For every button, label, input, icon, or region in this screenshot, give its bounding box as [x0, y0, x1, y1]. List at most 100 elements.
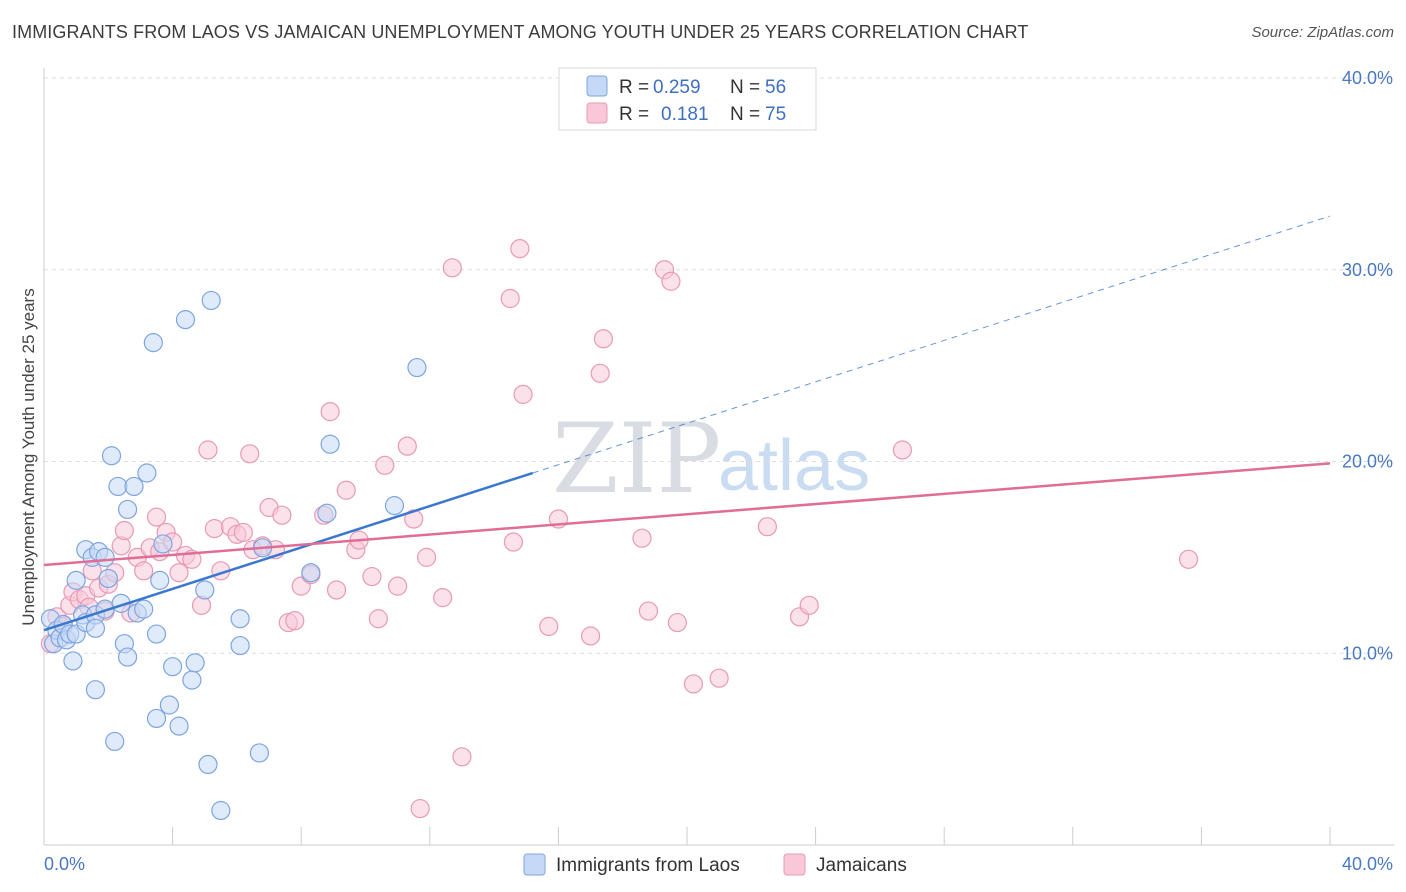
series-jamaicans	[40, 239, 1199, 819]
jamaicans-point-78	[799, 595, 819, 615]
jamaicans-point-44	[320, 402, 340, 422]
legend-n-value-2: 75	[765, 104, 786, 125]
jamaicans-point-46	[336, 480, 356, 500]
laos-point-27	[117, 647, 138, 667]
top-legend: R = 0.259 N = 56 R = 0.181 N = 75	[558, 67, 817, 131]
laos-point-55	[407, 357, 427, 378]
laos-point-30	[134, 599, 154, 619]
jamaicans-point-57	[433, 588, 453, 608]
legend-r-label-1: R =	[619, 77, 649, 98]
laos-point-33	[146, 708, 167, 729]
laos-trend-line	[43, 471, 534, 632]
laos-point-28	[124, 476, 144, 497]
y-axis-label: Unemployment Among Youth under 25 years	[19, 288, 38, 625]
laos-point-42	[185, 653, 205, 673]
laos-point-9	[66, 570, 86, 590]
y-tick-label-0: 10.0%	[1342, 643, 1393, 663]
laos-point-16	[85, 680, 106, 700]
axes	[43, 68, 1394, 846]
jamaicans-point-28	[204, 519, 224, 539]
laos-point-46	[211, 800, 231, 821]
bottom-legend: Immigrants from Laos Jamaicans	[523, 853, 907, 876]
jamaicans-point-80	[1178, 549, 1199, 569]
jamaicans-point-14	[114, 520, 134, 541]
laos-point-51	[301, 563, 321, 583]
laos-point-49	[249, 743, 270, 763]
bottom-legend-swatch-blue	[523, 853, 546, 876]
jamaicans-point-70	[638, 601, 659, 621]
y-tick-label-2: 30.0%	[1342, 260, 1393, 280]
laos-point-31	[137, 463, 157, 483]
laos-point-35	[150, 570, 170, 590]
jamaicans-point-79	[892, 440, 913, 460]
jamaicans-point-23	[169, 563, 189, 583]
jamaicans-point-74	[683, 674, 704, 694]
jamaicans-point-38	[272, 505, 292, 525]
legend-swatch-pink	[586, 102, 608, 124]
jamaicans-point-55	[410, 798, 430, 819]
x-tick-label-1: 40.0%	[1342, 854, 1393, 874]
laos-point-53	[320, 434, 340, 454]
laos-point-37	[159, 695, 179, 715]
bottom-legend-swatch-pink	[783, 853, 806, 876]
laos-point-23	[108, 476, 128, 497]
jamaicans-point-27	[198, 440, 218, 460]
jamaicans-point-50	[368, 609, 388, 629]
laos-point-36	[153, 534, 173, 554]
x-tick-label-0: 0.0%	[44, 854, 85, 874]
jamaicans-point-58	[442, 258, 462, 278]
jamaicans-point-68	[593, 329, 614, 349]
source-label: Source: ZipAtlas.com	[1251, 24, 1394, 41]
legend-n-value-1: 56	[765, 77, 786, 98]
jamaicans-point-61	[503, 532, 523, 552]
laos-point-20	[98, 568, 118, 589]
trend-lines	[43, 215, 1331, 632]
series-immigrants-from-laos	[40, 290, 427, 821]
laos-point-43	[195, 580, 215, 600]
y-tick-label-3: 40.0%	[1342, 68, 1393, 88]
laos-point-7	[63, 651, 83, 671]
jamaicans-point-75	[709, 668, 729, 688]
jamaicans-point-72	[661, 271, 681, 291]
x-tick-labels: 0.0% 40.0%	[44, 854, 1393, 874]
laos-point-48	[230, 635, 250, 656]
jamaicans-point-40	[285, 611, 305, 631]
y-tick-labels: 10.0% 20.0% 30.0% 40.0%	[1342, 68, 1393, 663]
chart-title: IMMIGRANTS FROM LAOS VS JAMAICAN UNEMPLO…	[12, 22, 1029, 42]
jamaicans-point-52	[388, 576, 408, 596]
legend-n-label-2: N =	[730, 104, 760, 125]
laos-point-22	[105, 731, 125, 752]
jamaicans-point-69	[632, 528, 652, 548]
legend-r-label-2: R =	[619, 104, 649, 125]
laos-point-45	[201, 290, 221, 311]
laos-point-52	[317, 503, 337, 523]
jamaicans-point-19	[146, 507, 167, 527]
watermark-atlas: atlas	[718, 426, 870, 506]
laos-point-39	[169, 716, 189, 736]
jamaicans-point-64	[539, 616, 559, 637]
jamaicans-point-17	[134, 561, 154, 581]
jamaicans-point-59	[452, 747, 472, 767]
laos-point-15	[85, 618, 106, 638]
jamaicans-trend-line	[43, 462, 1331, 567]
laos-point-41	[182, 670, 202, 690]
laos-point-54	[384, 496, 405, 516]
jamaicans-point-63	[513, 384, 533, 404]
laos-point-26	[117, 499, 138, 520]
legend-r-value-2: 0.181	[661, 104, 709, 125]
jamaicans-point-60	[500, 288, 520, 309]
legend-n-label-1: N =	[730, 77, 760, 98]
jamaicans-point-33	[240, 444, 260, 464]
bottom-legend-label-jamaicans: Jamaicans	[816, 855, 907, 876]
laos-point-21	[101, 446, 122, 466]
laos-point-44	[198, 754, 218, 775]
laos-point-40	[175, 310, 196, 330]
jamaicans-point-45	[326, 580, 347, 600]
jamaicans-point-56	[416, 547, 437, 567]
jamaicans-point-67	[590, 363, 610, 383]
jamaicans-point-49	[362, 566, 382, 587]
legend-r-value-1: 0.259	[653, 77, 701, 98]
jamaicans-point-66	[580, 626, 601, 646]
laos-point-38	[163, 657, 183, 677]
